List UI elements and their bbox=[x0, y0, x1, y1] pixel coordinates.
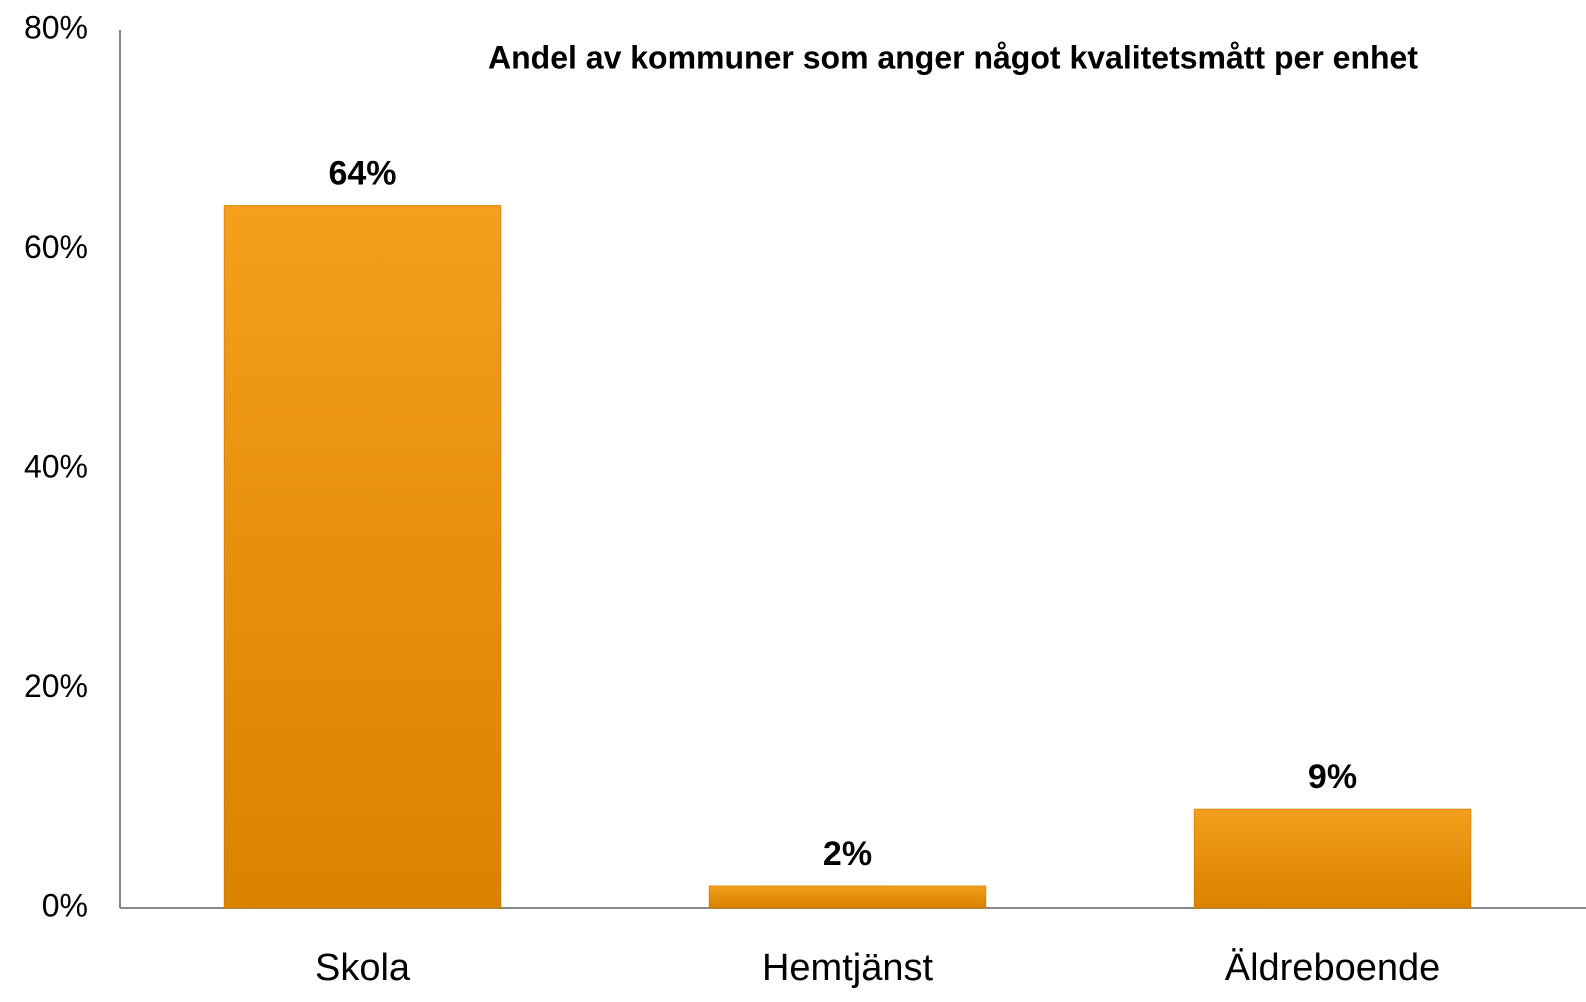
y-tick-label: 80% bbox=[24, 9, 88, 45]
y-tick-label: 40% bbox=[24, 448, 88, 484]
x-tick-label: Hemtjänst bbox=[762, 947, 933, 989]
x-tick-label: Äldreboende bbox=[1225, 947, 1441, 989]
value-label: 2% bbox=[823, 835, 872, 873]
y-tick-label: 60% bbox=[24, 229, 88, 265]
value-label: 9% bbox=[1308, 758, 1357, 796]
chart-title: Andel av kommuner som anger något kvalit… bbox=[488, 39, 1418, 75]
y-tick-label: 20% bbox=[24, 668, 88, 704]
y-tick-label: 0% bbox=[42, 887, 88, 923]
value-label: 64% bbox=[328, 155, 396, 193]
bar bbox=[1193, 808, 1472, 909]
x-tick-label: Skola bbox=[315, 947, 411, 989]
bar bbox=[708, 885, 987, 909]
bar bbox=[223, 205, 502, 909]
